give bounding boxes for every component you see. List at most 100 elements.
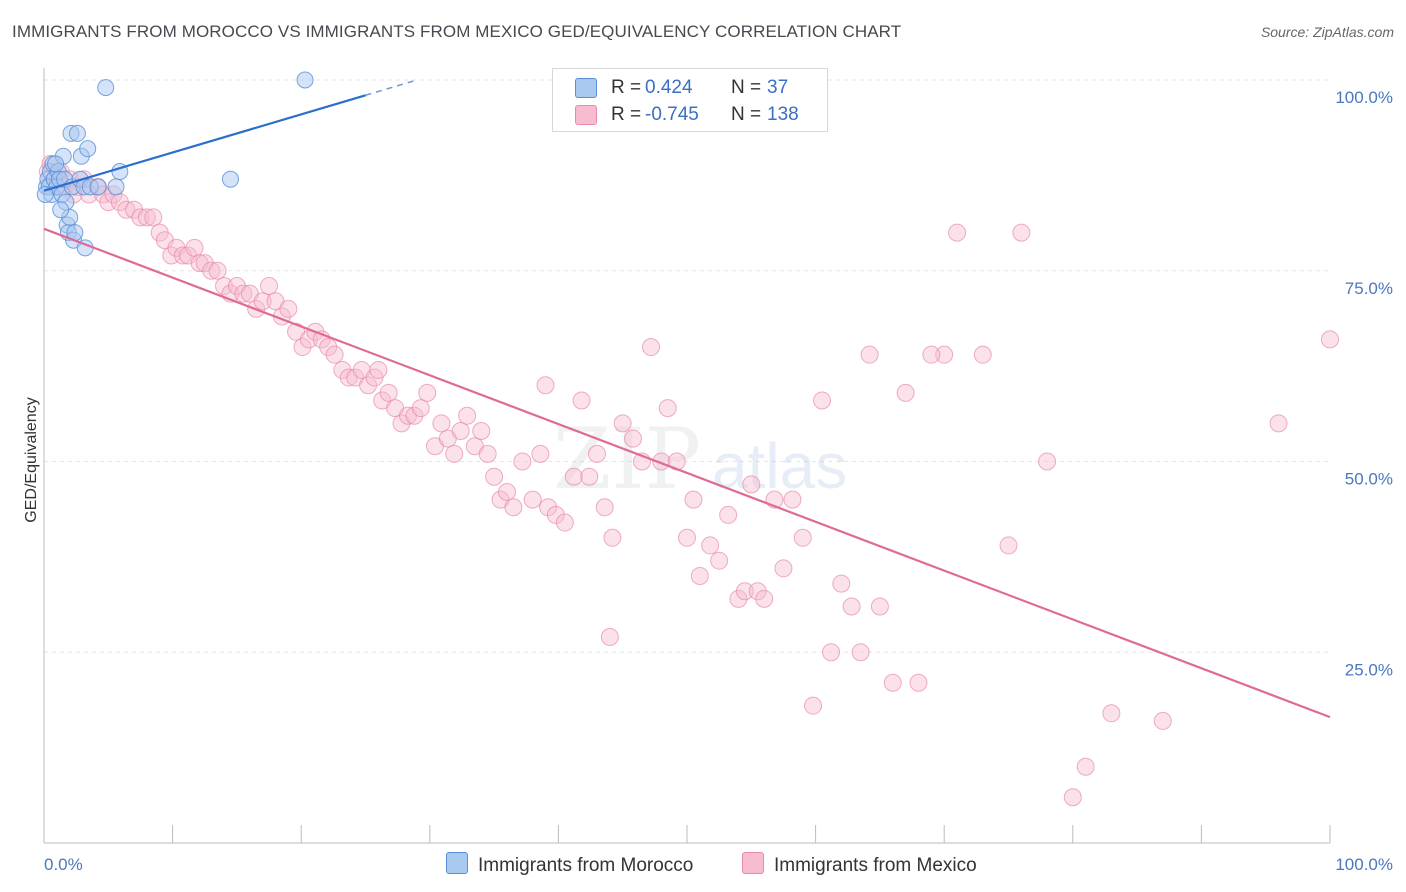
legend-n-label: N = [731, 77, 762, 98]
morocco-point [97, 79, 115, 97]
mexico-point [234, 284, 253, 303]
mexico-point [748, 582, 767, 601]
mexico-point [260, 277, 279, 296]
legend-n-label: N = [731, 104, 762, 125]
legend-r-value: -0.745 [645, 104, 699, 125]
mexico-point [783, 490, 802, 509]
legend-n-value: 138 [767, 104, 799, 125]
mexico-point [822, 643, 841, 662]
mexico-point [793, 528, 812, 547]
morocco-trend-line [43, 94, 366, 192]
mexico-point [405, 406, 424, 425]
legend-r-value: 0.424 [645, 77, 693, 98]
mexico-point [948, 223, 967, 242]
mexico-point [497, 483, 516, 502]
mexico-point [359, 376, 378, 395]
mexico-point [472, 421, 491, 440]
mexico-point [813, 391, 832, 410]
legend-swatch-morocco [575, 78, 597, 98]
legend-n-value: 37 [767, 77, 789, 98]
mexico-point [883, 673, 902, 692]
mexico-point [208, 261, 227, 280]
morocco-point [79, 140, 97, 158]
mexico-point [117, 200, 136, 219]
mexico-point [536, 376, 555, 395]
watermark-zip: ZIP [553, 410, 701, 508]
mexico-point [710, 551, 729, 570]
mexico-point [531, 444, 550, 463]
trend-lines [43, 79, 1331, 719]
mexico-point [418, 383, 437, 402]
mexico-point [603, 528, 622, 547]
y-tick-label: 100.0% [1335, 88, 1393, 107]
morocco-point [52, 201, 70, 219]
morocco-trend-extension [365, 79, 418, 96]
chart-title: IMMIGRANTS FROM MOROCCO VS IMMIGRANTS FR… [12, 22, 902, 41]
x-tick-label: 0.0% [44, 855, 83, 874]
morocco-point [89, 178, 107, 196]
mexico-point [1269, 414, 1288, 433]
mexico-point [539, 498, 558, 517]
bottom-legend-label: Immigrants from Morocco [478, 855, 694, 876]
mexico-point [513, 452, 532, 471]
mexico-point [1076, 757, 1095, 776]
mexico-point [411, 399, 430, 418]
mexico-point [144, 208, 163, 227]
mexico-point [678, 528, 696, 547]
mexico-point [735, 582, 754, 601]
mexico-point [523, 490, 542, 509]
source-label: Source: ZipAtlas.com [1260, 24, 1394, 40]
legend-row-mexico: R = -0.745 N = 138 [553, 102, 827, 126]
x-tick-labels: 0.0% 100.0% [44, 855, 1393, 874]
mexico-point [623, 429, 642, 448]
mexico-point [319, 338, 338, 357]
mexico-point [613, 414, 632, 433]
bottom-legend-swatch-morocco [446, 852, 468, 874]
legend-r-label: R = [611, 104, 642, 125]
mexico-point [690, 566, 709, 585]
mexico-points [38, 154, 1339, 807]
morocco-point [296, 71, 314, 89]
mexico-point [369, 360, 388, 379]
mexico-point [719, 505, 738, 524]
mexico-point [1038, 452, 1057, 471]
morocco-point [36, 185, 54, 203]
mexico-point [1321, 330, 1339, 349]
mexico-point [451, 421, 470, 440]
mexico-point [325, 345, 344, 364]
y-tick-label: 25.0% [1345, 660, 1393, 679]
bottom-legend-morocco: Immigrants from Morocco [446, 852, 693, 877]
mexico-trend-line [43, 227, 1331, 719]
gridlines [44, 79, 1330, 653]
mexico-point [564, 467, 583, 486]
mexico-point [935, 345, 954, 364]
mexico-point [922, 345, 941, 364]
mexico-point [504, 498, 523, 517]
mexico-point [580, 467, 599, 486]
mexico-point [658, 399, 677, 418]
mexico-point [587, 444, 606, 463]
mexico-point [1102, 704, 1121, 723]
mexico-point [595, 498, 614, 517]
legend: R = 0.424 N = 37 R = -0.745 N = 138 [552, 68, 828, 132]
mexico-point [896, 383, 915, 402]
mexico-point [684, 490, 703, 509]
morocco-point [107, 178, 125, 196]
mexico-point [870, 597, 889, 616]
mexico-point [279, 299, 298, 318]
y-tick-label: 75.0% [1345, 279, 1393, 298]
y-tick-label: 50.0% [1345, 470, 1393, 489]
morocco-point [221, 170, 239, 188]
legend-swatch-mexico [575, 105, 597, 125]
mexico-point [458, 406, 477, 425]
mexico-point [742, 475, 761, 494]
mexico-point [860, 345, 879, 364]
legend-r-label: R = [611, 77, 642, 98]
mexico-point [755, 589, 774, 608]
mexico-point [432, 414, 451, 433]
mexico-point [1063, 788, 1082, 807]
y-axis-label: GED/Equivalency [23, 397, 40, 522]
mexico-point [909, 673, 928, 692]
mexico-point [774, 559, 793, 578]
